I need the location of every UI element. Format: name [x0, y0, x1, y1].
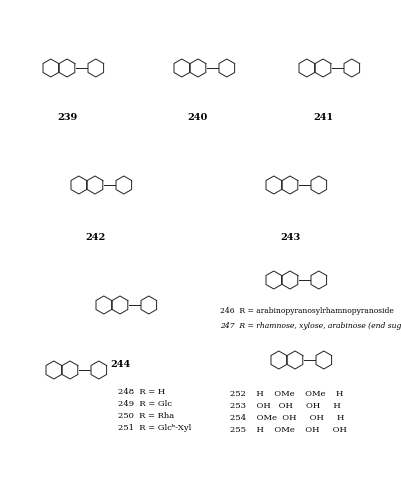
Text: 244: 244 — [109, 360, 130, 369]
Text: 243: 243 — [279, 233, 300, 242]
Text: 252    H    OMe    OMe    H: 252 H OMe OMe H — [229, 390, 342, 398]
Text: 251  R = Glcᵇ-Xyl: 251 R = Glcᵇ-Xyl — [118, 424, 191, 432]
Text: 248  R = H: 248 R = H — [118, 388, 165, 396]
Text: 241: 241 — [312, 113, 332, 122]
Text: 242: 242 — [85, 233, 105, 242]
Text: 239: 239 — [57, 113, 77, 122]
Text: 247  R = rhamnose, xylose, arabinose (end sugar): 247 R = rhamnose, xylose, arabinose (end… — [219, 322, 401, 330]
Text: 254    OMe  OH     OH     H: 254 OMe OH OH H — [229, 414, 344, 422]
Text: 253    OH   OH     OH     H: 253 OH OH OH H — [229, 402, 340, 410]
Text: 250  R = Rha: 250 R = Rha — [118, 412, 174, 420]
Text: 255    H    OMe    OH     OH: 255 H OMe OH OH — [229, 426, 346, 434]
Text: 246  R = arabinopyranosylrhamnopyranoside: 246 R = arabinopyranosylrhamnopyranoside — [219, 307, 393, 315]
Text: 240: 240 — [187, 113, 208, 122]
Text: 249  R = Glc: 249 R = Glc — [118, 400, 172, 408]
